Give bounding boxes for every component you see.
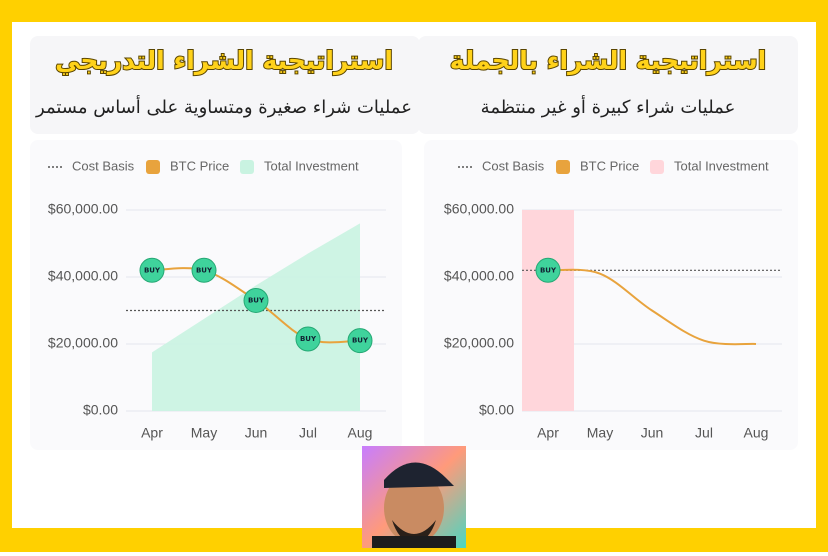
x-tick-label: Jul	[695, 425, 713, 441]
legend-swatch	[556, 160, 570, 174]
x-tick-label: Apr	[537, 425, 559, 441]
title-panel	[30, 36, 420, 134]
x-tick-label: May	[191, 425, 217, 441]
chart-title: استراتيجية الشراء بالجملة	[450, 46, 766, 76]
y-tick-label: $20,000.00	[48, 335, 118, 351]
chart-subtitle: عمليات شراء كبيرة أو غير منتظمة	[481, 95, 736, 118]
legend-swatch	[240, 160, 254, 174]
buy-marker	[347, 328, 373, 354]
legend-label: Total Investment	[264, 158, 359, 173]
buy-label: BUY	[144, 266, 161, 274]
buy-marker	[535, 257, 561, 283]
investment-area	[152, 223, 360, 411]
investment-bar	[522, 210, 574, 411]
title-panel	[418, 36, 798, 134]
legend-swatch	[146, 160, 160, 174]
legend-label: Cost Basis	[72, 158, 135, 173]
legend-swatch	[650, 160, 664, 174]
buy-label: BUY	[248, 296, 265, 304]
x-tick-label: Aug	[744, 425, 769, 441]
x-tick-label: Jul	[299, 425, 317, 441]
buy-marker	[191, 257, 217, 283]
chart-panel	[424, 140, 798, 450]
legend-label: BTC Price	[580, 158, 639, 173]
x-tick-label: Aug	[348, 425, 373, 441]
price-line	[547, 268, 757, 346]
buy-label: BUY	[540, 266, 557, 274]
buy-marker	[139, 257, 165, 283]
y-tick-label: $60,000.00	[48, 201, 118, 217]
y-tick-label: $0.00	[83, 402, 118, 418]
buy-marker	[295, 326, 321, 352]
y-tick-label: $40,000.00	[444, 268, 514, 284]
x-tick-label: Apr	[141, 425, 163, 441]
x-tick-label: Jun	[641, 425, 664, 441]
buy-label: BUY	[196, 266, 213, 274]
chart-title: استراتيجية الشراء التدريجي	[55, 46, 393, 76]
x-tick-label: Jun	[245, 425, 268, 441]
chart-subtitle: عمليات شراء صغيرة ومتساوية على أساس مستم…	[35, 95, 412, 118]
y-tick-label: $40,000.00	[48, 268, 118, 284]
y-tick-label: $20,000.00	[444, 335, 514, 351]
x-tick-label: May	[587, 425, 613, 441]
portrait	[362, 446, 466, 548]
legend-label: Cost Basis	[482, 158, 545, 173]
y-tick-label: $60,000.00	[444, 201, 514, 217]
buy-label: BUY	[352, 337, 369, 345]
buy-marker	[243, 287, 269, 313]
buy-label: BUY	[300, 335, 317, 343]
legend-label: Total Investment	[674, 158, 769, 173]
legend-label: BTC Price	[170, 158, 229, 173]
y-tick-label: $0.00	[479, 402, 514, 418]
